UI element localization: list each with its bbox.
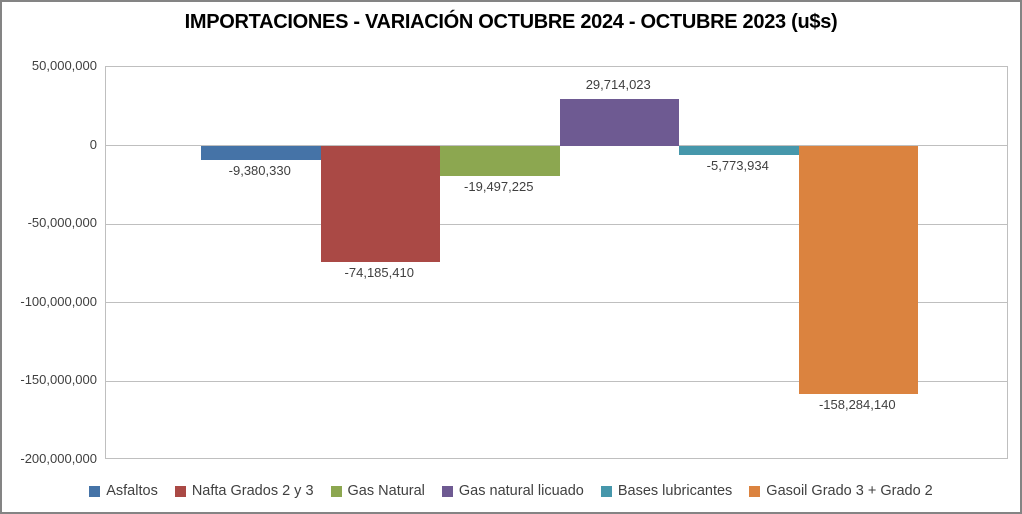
y-axis-tick-label: 50,000,000 — [31, 58, 97, 73]
legend-swatch-icon — [749, 485, 761, 497]
plot-area — [105, 66, 1008, 459]
y-axis-tick-label: -100,000,000 — [20, 293, 97, 309]
bar-gasoil-grado-3-grado-2 — [798, 145, 918, 395]
legend-swatch-icon — [600, 485, 612, 497]
legend-item-gas-natural-licuado: Gas natural licuado — [441, 483, 584, 499]
chart-title: IMPORTACIONES - VARIACIÓN OCTUBRE 2024 -… — [184, 11, 838, 33]
legend-swatch-icon — [174, 485, 186, 497]
legend-item-gas-natural: Gas Natural — [330, 483, 425, 499]
y-axis-tick-label: 0 — [89, 136, 97, 152]
data-label: -19,497,225 — [464, 179, 534, 195]
gridline — [106, 223, 1007, 225]
data-label: -9,380,330 — [228, 163, 291, 179]
data-label: -5,773,934 — [706, 157, 769, 173]
legend-label: Gasoil Grado 3 + Grado 2 — [766, 483, 933, 499]
y-axis-tick-label: -150,000,000 — [20, 372, 97, 388]
bar-bases-lubricantes — [679, 145, 799, 155]
bar-gas-natural-licuado — [559, 98, 679, 146]
legend-swatch-icon — [441, 485, 453, 497]
legend-label: Gas Natural — [347, 483, 425, 499]
bar-nafta-grados-2-y-3 — [320, 145, 440, 263]
legend-label: Nafta Grados 2 y 3 — [191, 483, 314, 499]
legend-label: Bases lubricantes — [617, 483, 733, 499]
data-label: -158,284,140 — [818, 397, 896, 413]
gridline — [106, 302, 1007, 304]
data-label: -74,185,410 — [344, 265, 414, 281]
data-label: 29,714,023 — [585, 76, 651, 92]
legend-item-gasoil-grado-3-grado-2: Gasoil Grado 3 + Grado 2 — [749, 483, 933, 499]
gridline — [106, 380, 1007, 382]
legend-swatch-icon — [89, 485, 101, 497]
legend-label: Gas natural licuado — [458, 483, 584, 499]
legend-label: Asfaltos — [106, 483, 158, 499]
legend-item-bases-lubricantes: Bases lubricantes — [600, 483, 733, 499]
bar-gas-natural — [440, 145, 560, 177]
y-axis-tick-label: -200,000,000 — [20, 451, 97, 466]
y-axis-tick-label: -50,000,000 — [27, 215, 97, 231]
legend: Asfaltos Nafta Grados 2 y 3 Gas Natural Gas… — [2, 483, 1020, 499]
legend-item-asfaltos: Asfaltos — [89, 483, 158, 499]
legend-item-nafta-grados-2-y-3: Nafta Grados 2 y 3 — [174, 483, 314, 499]
legend-swatch-icon — [330, 485, 342, 497]
bar-asfaltos — [201, 145, 321, 161]
